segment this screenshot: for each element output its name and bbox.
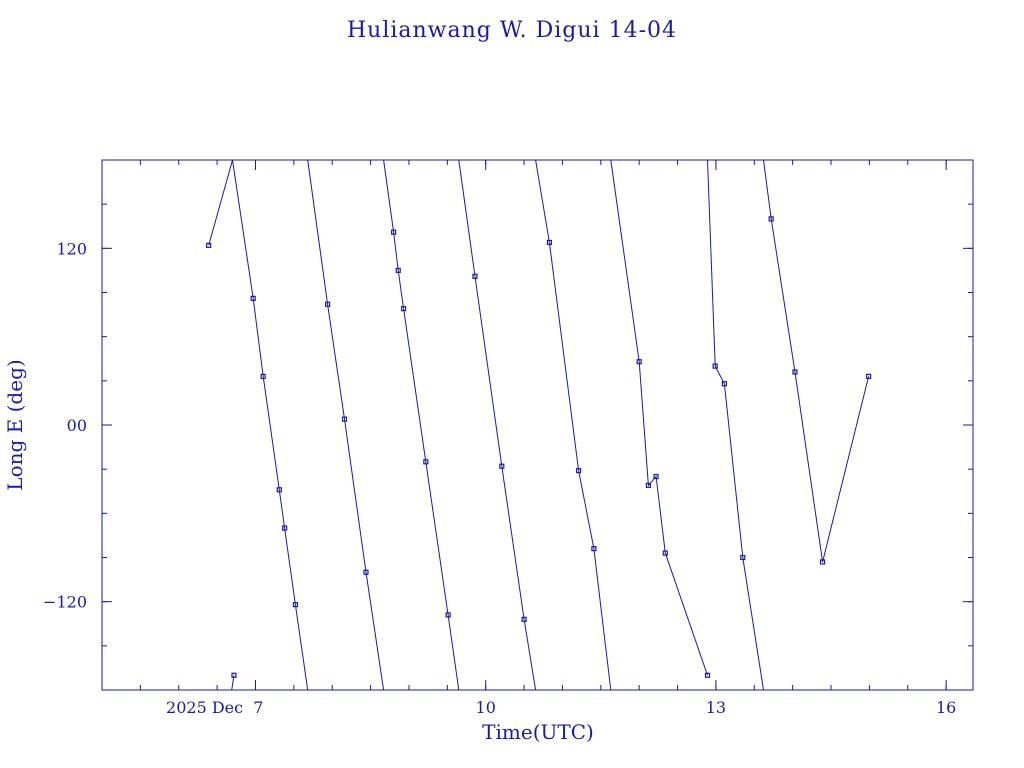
data-point [662, 550, 668, 556]
major-ticks [102, 160, 973, 690]
data-point [363, 569, 369, 575]
trace-segment-2 [307, 159, 385, 691]
data-point [721, 381, 727, 387]
data-point [792, 369, 798, 375]
y-tick-labels: −120 00 120 [43, 239, 87, 611]
trace-segment-0 [208, 159, 233, 246]
y-tick-label: −120 [43, 593, 87, 612]
data-point [445, 612, 451, 618]
y-axis-label: Long E (deg) [3, 359, 27, 490]
data-point [546, 239, 552, 246]
x-tick-label: 2025 Dec 7 [166, 698, 263, 717]
trace-segment-5 [535, 159, 612, 691]
data-point [292, 602, 298, 608]
data-point [400, 306, 407, 312]
x-tick-label: 13 [706, 698, 726, 717]
data-point [591, 546, 597, 552]
data-point [260, 373, 266, 380]
data-point [206, 242, 212, 248]
data-point [866, 373, 872, 380]
y-tick-label: 00 [67, 416, 87, 435]
data-point [341, 416, 348, 422]
data-point [768, 216, 774, 222]
data-point [250, 295, 256, 301]
data-point [521, 616, 527, 622]
data-point [636, 359, 642, 365]
points [206, 216, 872, 678]
data-point [645, 482, 651, 488]
data-point [395, 267, 401, 274]
data-point [712, 363, 718, 369]
x-axis-label: Time(UTC) [482, 720, 594, 744]
minor-ticks [101, 159, 973, 691]
y-tick-label: 120 [56, 239, 87, 258]
plot-frame [101, 159, 974, 691]
trace-segment-8 [763, 159, 870, 563]
trace-segment-1 [232, 159, 309, 691]
data-point [423, 459, 429, 465]
traces [208, 159, 870, 691]
trace-segment-6 [610, 159, 708, 676]
data-point [704, 672, 711, 678]
trace-segment-7 [707, 159, 764, 691]
x-tick-label: 10 [476, 698, 496, 717]
data-point [819, 559, 826, 565]
x-tick-labels: 2025 Dec 7 10 13 16 [166, 698, 956, 717]
data-point [740, 554, 746, 561]
data-point [499, 463, 505, 469]
chart-title: Hulianwang W. Digui 14-04 [347, 18, 677, 43]
data-point [472, 273, 478, 279]
trace-segment-3 [383, 159, 460, 691]
data-point [276, 487, 282, 493]
data-point [325, 301, 331, 307]
x-tick-label: 16 [936, 698, 956, 717]
data-point [653, 473, 659, 480]
data-point [231, 672, 237, 678]
trace-segment-4 [458, 159, 537, 691]
data-point [575, 468, 582, 474]
data-point [391, 229, 397, 235]
data-point [282, 525, 288, 531]
